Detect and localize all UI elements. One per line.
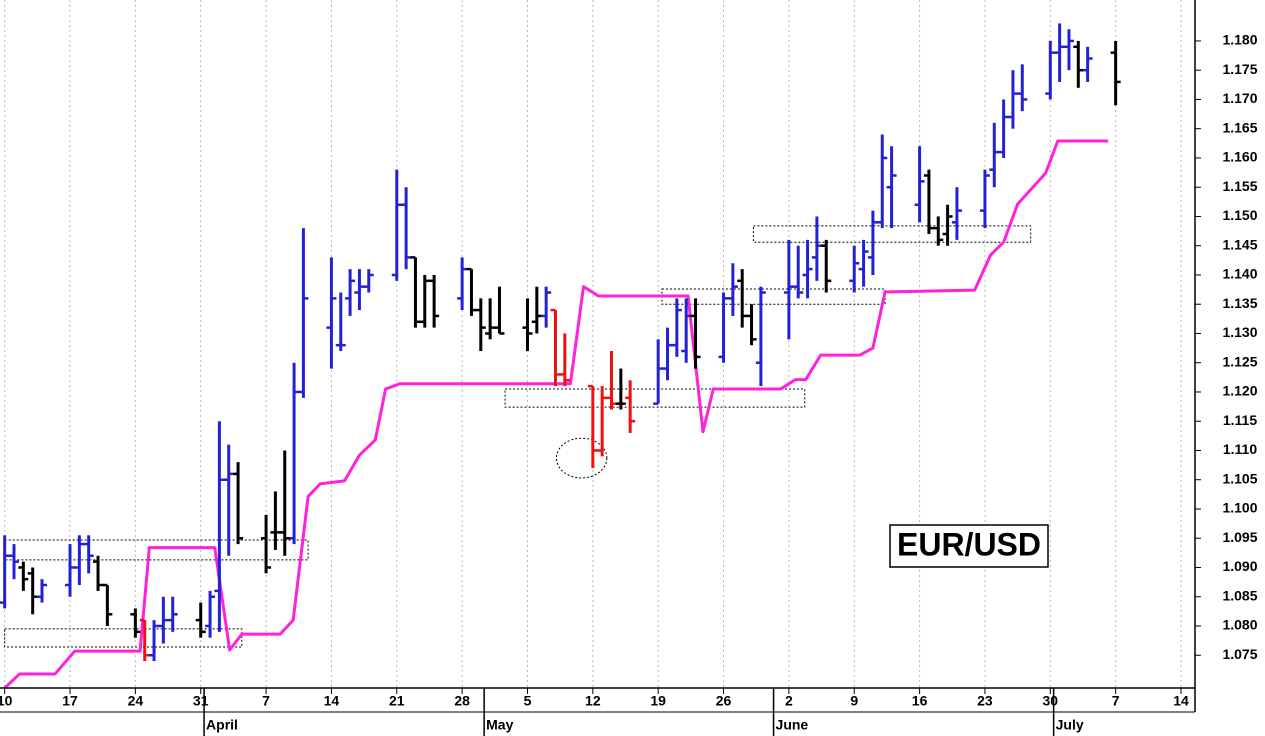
y-tick-label: 1.100 [1222,500,1257,516]
y-tick-label: 1.150 [1222,207,1257,223]
y-tick-label: 1.110 [1223,441,1257,457]
y-tick-label: 1.075 [1222,646,1257,662]
x-tick-label: 14 [1173,693,1189,709]
range-box [752,225,1032,243]
x-tick-label: 9 [850,693,858,709]
plot [0,23,1121,690]
x-tick-label: 21 [389,693,405,709]
y-tick-label: 1.175 [1222,61,1257,77]
x-tick-label: 24 [128,693,144,709]
y-tick-label: 1.145 [1222,236,1257,252]
y-tick-label: 1.180 [1222,32,1257,48]
month-label: July [1056,717,1084,733]
y-tick-label: 1.165 [1222,119,1257,135]
y-tick-label: 1.080 [1222,617,1257,633]
x-tick-label: 30 [1043,693,1059,709]
month-label: May [486,717,513,733]
x-tick-label: 5 [524,693,532,709]
y-tick-label: 1.155 [1222,178,1257,194]
x-tick-label: 10 [0,693,13,709]
y-tick-label: 1.170 [1222,90,1257,106]
x-tick-label: 17 [62,693,78,709]
annotation: EUR/USD [897,526,1041,562]
axes: 10 17 24 31 7 14 21 28 5 12 19 26 2 9 16 23 30 7 14 April Ma… [0,32,1258,736]
x-tick-label: 31 [193,693,209,709]
y-tick-label: 1.135 [1222,295,1257,311]
trail-line [3,139,1109,690]
y-tick-label: 1.115 [1223,412,1257,428]
x-tick-label: 16 [912,693,928,709]
highlight-ellipse [555,437,608,479]
y-tick-label: 1.120 [1222,383,1257,399]
y-tick-label: 1.090 [1222,558,1257,574]
x-tick-label: 2 [785,693,793,709]
x-tick-label: 12 [585,693,601,709]
x-tick-label: 7 [1112,693,1120,709]
y-tick-label: 1.125 [1222,353,1257,369]
annotation-box [889,524,1049,568]
y-tick-label: 1.095 [1222,529,1257,545]
x-tick-label: 7 [262,693,270,709]
month-label: June [776,717,809,733]
y-tick-label: 1.085 [1222,587,1257,603]
y-tick-label: 1.160 [1222,149,1257,165]
x-tick-label: 23 [977,693,993,709]
range-box [4,628,243,648]
range-box [504,388,806,408]
x-tick-label: 19 [650,693,666,709]
month-label: April [206,717,238,733]
x-tick-label: 14 [324,693,340,709]
x-tick-label: 26 [716,693,732,709]
y-tick-label: 1.105 [1222,470,1257,486]
y-tick-label: 1.140 [1222,266,1257,282]
x-tick-label: 28 [454,693,470,709]
y-tick-label: 1.130 [1222,324,1257,340]
